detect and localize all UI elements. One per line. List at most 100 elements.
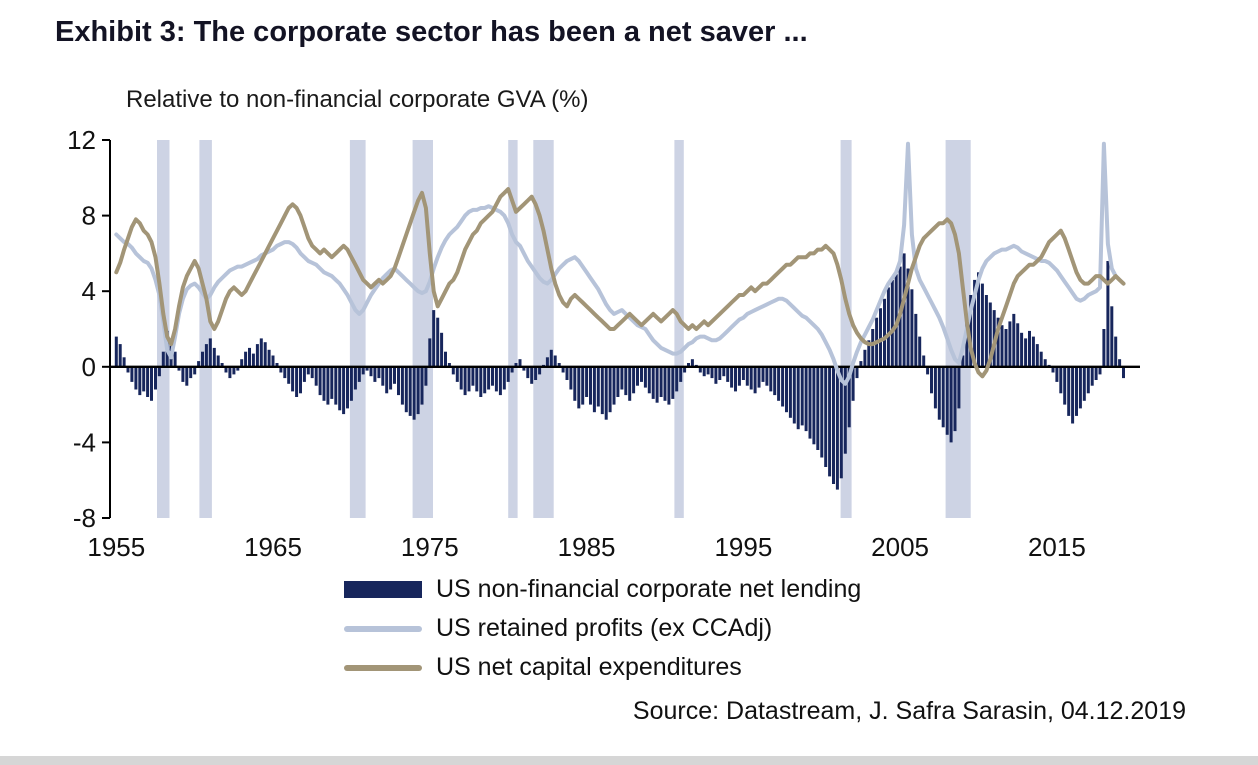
recession-band — [199, 140, 212, 518]
net-lending-bar — [890, 279, 894, 367]
net-lending-bar — [753, 366, 757, 394]
y-tick-label: 8 — [82, 201, 96, 231]
net-lending-bar — [549, 349, 553, 367]
y-tick-label: -8 — [73, 503, 96, 533]
net-lending-bar — [824, 366, 828, 467]
net-lending-bar — [385, 366, 389, 394]
net-lending-bar — [1071, 366, 1075, 424]
net-lending-bar — [867, 340, 871, 367]
recession-band — [840, 140, 852, 518]
net-lending-bar — [820, 366, 824, 458]
net-lending-bar — [800, 366, 804, 426]
net-lending-bar — [957, 366, 961, 409]
net-lending-bar — [314, 366, 318, 386]
net-lending-bar — [883, 298, 886, 367]
net-lending-bar — [1122, 366, 1125, 379]
net-lending-bar — [432, 310, 436, 367]
net-lending-bar — [659, 366, 663, 397]
net-lending-bar — [389, 366, 393, 390]
net-lending-bar — [714, 366, 718, 384]
net-lending-bar — [154, 366, 157, 390]
net-lending-bar — [855, 366, 859, 379]
net-lending-bar — [1016, 323, 1020, 367]
net-lending-bar — [420, 366, 424, 405]
net-lending-bar — [839, 366, 843, 479]
net-lending-bar — [655, 366, 659, 403]
recession-band — [508, 140, 518, 518]
net-lending-bar — [263, 342, 267, 367]
net-lending-bar — [455, 366, 459, 382]
net-lending-bar — [573, 366, 577, 401]
net-lending-bar — [843, 366, 847, 454]
bottom-divider — [0, 756, 1258, 765]
net-lending-bar — [561, 366, 565, 373]
net-lending-bar — [545, 357, 549, 367]
net-lending-bar — [1063, 366, 1067, 405]
net-lending-bar — [232, 366, 236, 375]
net-lending-bar — [636, 366, 639, 386]
net-lending-bar — [808, 366, 812, 439]
net-lending-bar — [475, 366, 479, 392]
net-lending-bar — [604, 366, 608, 420]
net-lending-bar — [965, 321, 969, 367]
net-lending-bars — [114, 253, 1125, 490]
net-lending-bar — [1008, 321, 1012, 367]
net-lending-bar — [812, 366, 816, 445]
net-lending-bar — [1055, 366, 1059, 382]
net-lending-bar — [675, 366, 679, 392]
net-lending-bar — [530, 366, 534, 384]
net-lending-bar — [365, 366, 369, 371]
net-lending-bar — [886, 287, 890, 367]
net-lending-bar — [663, 366, 667, 401]
net-lending-bar — [600, 366, 604, 415]
net-lending-bar — [706, 366, 710, 375]
net-lending-bar — [980, 283, 984, 367]
net-lending-bar — [773, 366, 777, 396]
net-lending-bar — [287, 366, 291, 384]
net-lending-bar — [581, 366, 585, 405]
net-lending-bar — [906, 268, 910, 367]
net-lending-bar — [749, 366, 753, 390]
net-lending-bar — [483, 366, 487, 394]
net-lending-bar — [338, 366, 342, 411]
net-lending-bar — [1000, 325, 1004, 367]
net-lending-bar — [197, 361, 201, 367]
net-lending-bar — [796, 366, 800, 430]
net-lending-bar — [181, 366, 185, 382]
net-lending-bar — [212, 347, 216, 367]
net-lending-bar — [114, 336, 118, 367]
net-lending-bar — [851, 366, 855, 401]
net-lending-bar — [718, 366, 722, 380]
net-lending-bar — [553, 355, 557, 367]
net-lending-bar — [624, 366, 628, 396]
net-lending-bar — [349, 366, 353, 401]
net-lending-bar — [393, 366, 396, 384]
net-lending-bar — [1075, 366, 1078, 416]
net-lending-bar — [683, 366, 687, 373]
net-lending-bar — [734, 366, 737, 392]
net-lending-bar — [185, 366, 189, 386]
net-lending-bar — [334, 366, 338, 405]
y-tick-label: -4 — [73, 427, 96, 457]
net-lending-bar — [945, 366, 949, 435]
legend-label: US net capital expenditures — [436, 653, 742, 681]
net-lending-bar — [397, 366, 400, 396]
net-lending-bar — [193, 366, 197, 375]
net-lending-bar — [977, 272, 980, 367]
net-lending-bar — [471, 366, 475, 386]
net-lending-bar — [1035, 344, 1039, 367]
net-lending-bar — [643, 366, 647, 388]
net-lending-bar — [424, 366, 428, 386]
net-lending-bar — [569, 366, 573, 390]
net-lending-bar — [447, 363, 451, 367]
net-lending-bar — [506, 366, 510, 382]
net-lending-bar — [918, 336, 922, 367]
net-lending-bar — [302, 366, 306, 382]
net-lending-bar — [436, 317, 440, 367]
chart-title: Exhibit 3: The corporate sector has been… — [55, 16, 808, 48]
net-lending-bar — [1078, 366, 1082, 409]
net-lending-bar — [1051, 366, 1055, 373]
net-lending-bar — [933, 366, 937, 409]
legend-label: US retained profits (ex CCAdj) — [436, 614, 773, 642]
